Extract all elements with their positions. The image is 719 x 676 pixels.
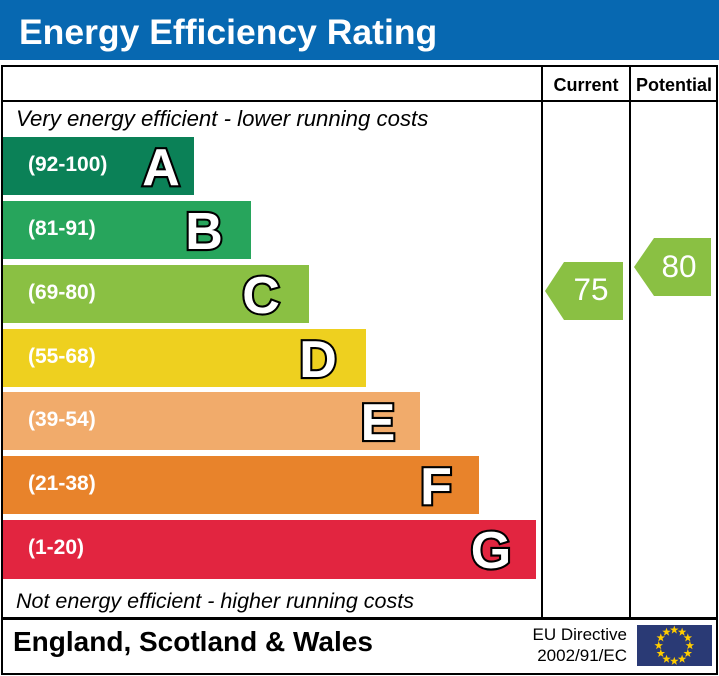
svg-text:D: D (299, 331, 337, 389)
svg-text:A: A (142, 139, 180, 197)
svg-text:75: 75 (573, 271, 608, 307)
svg-text:G: G (471, 522, 511, 580)
svg-text:F: F (420, 458, 452, 516)
svg-text:E: E (361, 394, 396, 452)
svg-text:80: 80 (661, 248, 696, 284)
svg-text:C: C (242, 267, 280, 325)
svg-text:B: B (185, 203, 223, 261)
